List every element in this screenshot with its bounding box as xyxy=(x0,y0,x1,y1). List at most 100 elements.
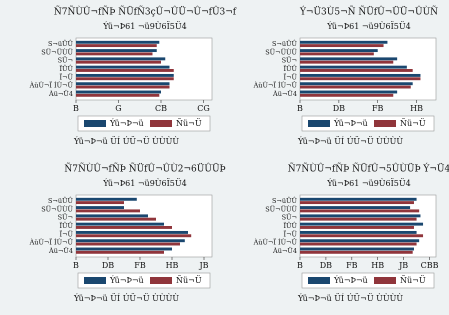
bar xyxy=(76,90,161,94)
x-tick-label: DB xyxy=(320,261,332,270)
x-tick-label: CG xyxy=(197,104,210,113)
bar xyxy=(76,197,137,201)
y-tick-label: SÜ¬ÜÙÜ xyxy=(41,47,73,56)
legend-swatch xyxy=(150,120,172,127)
chart-subtitle: Ýü¬Þ61 ¬ü9Ù6Ï5Ü4 xyxy=(102,179,186,188)
bar xyxy=(76,214,148,218)
y-tick-label: ÏÛÛ xyxy=(59,221,73,230)
chart-subtitle: Ýü¬Þ61 ¬ü9Ù6Ï5Ü4 xyxy=(326,22,410,31)
legend-label: Ñü¬Ü xyxy=(400,119,426,128)
y-tick-label: Àü¬Ü4 xyxy=(48,246,73,255)
legend-label: Ñü¬Ü xyxy=(176,119,202,128)
y-tick-label: S¬üÛÛ xyxy=(48,196,74,205)
y-tick-label: ÀüÙ¬Ï ÍÙ¬Û xyxy=(29,81,74,90)
bar xyxy=(76,206,124,210)
bar xyxy=(76,44,157,48)
x-tick-label: HB xyxy=(166,261,179,270)
bar xyxy=(300,77,421,81)
chart-subtitle: Ýü¬Þ61 ¬ü9Ù6Ï5Ü4 xyxy=(102,22,186,31)
legend-box xyxy=(301,272,435,289)
bar xyxy=(300,65,407,69)
bar xyxy=(76,217,156,221)
bar xyxy=(76,239,185,243)
chart-note: Ýü¬Þ¬ü ÜÍ ÚÜ¬Ü ÙÙÙÙ xyxy=(73,294,179,303)
y-tick-label: Ï¬Ü xyxy=(60,72,74,81)
y-tick-label: ÏÛÛ xyxy=(59,64,73,73)
chart-note: Ýü¬Þ¬ü ÜÍ ÚÜ¬Ü ÙÙÙÙ xyxy=(73,137,179,146)
bar xyxy=(300,250,413,254)
y-tick-label: SÜ¬ xyxy=(282,56,297,65)
bar xyxy=(300,57,398,61)
bar xyxy=(300,197,417,201)
bar xyxy=(76,242,180,246)
bar xyxy=(300,247,414,251)
y-tick-label: ÀüÙ¬Ï ÍÙ¬Û xyxy=(253,238,298,247)
bar xyxy=(300,40,388,44)
bar xyxy=(300,234,424,238)
bar xyxy=(76,73,174,77)
y-tick-label: Ï¬Ü xyxy=(284,229,298,238)
bar xyxy=(76,201,124,205)
y-tick-label: Àü¬Ü4 xyxy=(272,89,297,98)
x-tick-label: B xyxy=(297,104,303,113)
bar xyxy=(76,52,153,56)
x-tick-label: CB xyxy=(155,104,167,113)
bar xyxy=(76,77,174,81)
legend-swatch xyxy=(150,277,172,284)
bar xyxy=(300,242,417,246)
chart-subtitle: Ýü¬Þ61 ¬ü9Ù6Ï5Ü4 xyxy=(326,179,410,188)
bar xyxy=(76,85,170,89)
y-tick-label: Àü¬Ü4 xyxy=(48,89,73,98)
bar xyxy=(300,93,394,97)
y-tick-label: SÜ¬ xyxy=(58,213,73,222)
y-tick-label: Àü¬Ü4 xyxy=(272,246,297,255)
y-tick-label: ÀüÙ¬Ï ÍÙ¬Û xyxy=(29,238,74,247)
bar xyxy=(300,85,411,89)
chart-note: Ýü¬Þ¬ü ÜÍ ÚÜ¬Ü ÙÙÙÙ xyxy=(297,137,403,146)
legend-box xyxy=(77,115,211,132)
chart-title: Ñ7ÑÙÛ¬fÑÞ ÑÜfÛ¬ÛÙ2¬6ÜÛÜÞ xyxy=(64,163,225,175)
bar xyxy=(300,226,414,229)
bar xyxy=(76,57,166,61)
x-tick-label: JB xyxy=(198,261,208,270)
bar xyxy=(76,82,170,86)
x-tick-label: HB xyxy=(410,104,423,113)
legend-swatch xyxy=(374,120,396,127)
y-tick-label: ÏÛÛ xyxy=(283,64,297,73)
bar xyxy=(76,247,172,251)
bar xyxy=(300,69,413,72)
y-tick-label: S¬üÛÛ xyxy=(272,196,298,205)
bar xyxy=(76,230,188,234)
bar xyxy=(76,40,160,44)
legend-swatch xyxy=(84,277,106,284)
bar xyxy=(300,49,378,53)
legend-swatch xyxy=(308,277,330,284)
y-tick-label: ÀüÙ¬Ï ÍÙ¬Û xyxy=(253,81,298,90)
y-tick-label: S¬üÛÛ xyxy=(48,39,74,48)
bar xyxy=(76,93,160,97)
bar xyxy=(300,239,420,243)
y-tick-label: SÜ¬ÜÙÜ xyxy=(265,204,297,213)
bar xyxy=(76,234,192,238)
legend-label: Ýü¬Þ¬ü xyxy=(333,119,368,128)
legend-label: Ñü¬Ü xyxy=(176,276,202,285)
legend-label: Ñü¬Ü xyxy=(400,276,426,285)
x-tick-label: B xyxy=(73,104,79,113)
bar xyxy=(76,209,140,213)
legend-box xyxy=(301,115,435,132)
y-tick-label: SÜ¬ xyxy=(58,56,73,65)
legend-swatch xyxy=(308,120,330,127)
legend-label: Ýü¬Þ¬ü xyxy=(333,276,368,285)
y-tick-label: SÜ¬ xyxy=(282,213,297,222)
bar xyxy=(300,217,417,221)
bar xyxy=(300,73,421,77)
y-tick-label: S¬üÛÛ xyxy=(272,39,298,48)
chart-note: Ýü¬Þ¬ü ÜÍ ÚÜ¬Ü ÙÙÙÙ xyxy=(297,294,403,303)
x-tick-label: FB xyxy=(134,261,146,270)
x-tick-label: FB xyxy=(372,104,384,113)
legend-label: Ýü¬Þ¬ü xyxy=(109,276,144,285)
y-tick-label: Ï¬Ü xyxy=(60,229,74,238)
x-tick-label: B xyxy=(73,261,79,270)
y-tick-label: Ï¬Ü xyxy=(284,72,298,81)
bar xyxy=(76,250,164,254)
